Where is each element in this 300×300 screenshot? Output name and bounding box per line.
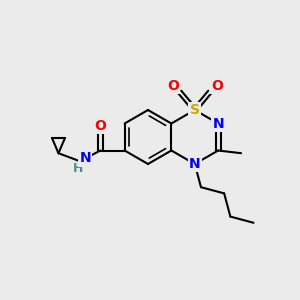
Text: S: S <box>190 103 200 117</box>
Text: N: N <box>212 116 224 130</box>
Text: O: O <box>94 118 106 133</box>
Text: H: H <box>73 162 83 175</box>
Text: N: N <box>79 151 91 165</box>
Text: N: N <box>189 157 201 171</box>
Text: O: O <box>211 79 223 93</box>
Text: O: O <box>167 79 179 93</box>
